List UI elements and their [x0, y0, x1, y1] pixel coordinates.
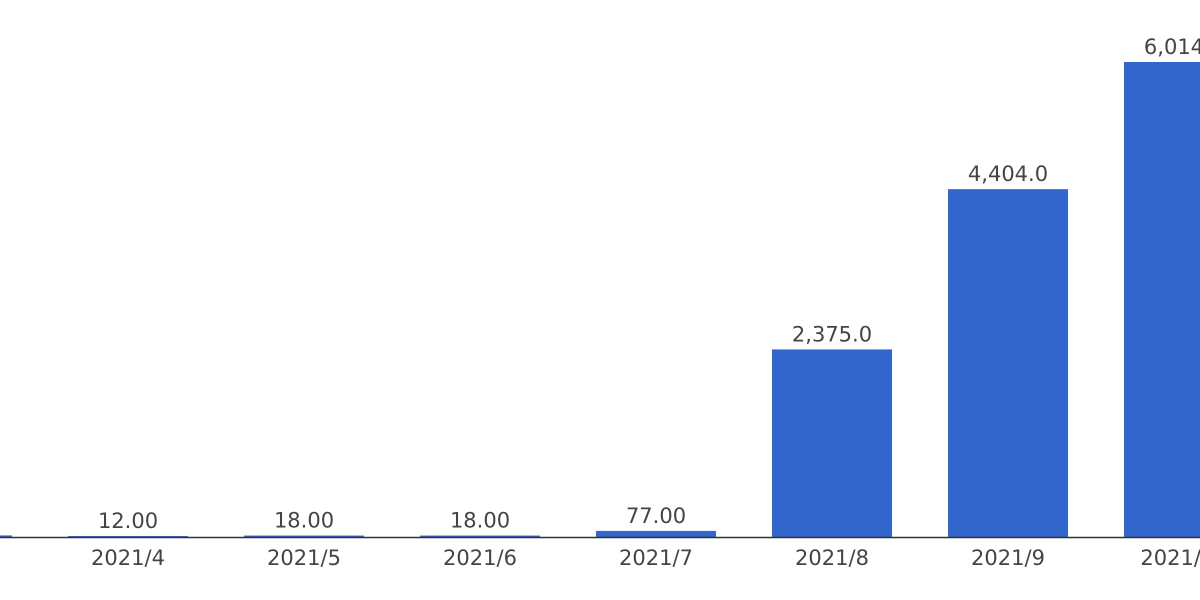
- value-label: 18.00: [450, 509, 510, 533]
- bar: [0, 535, 12, 537]
- bar: [244, 535, 364, 537]
- x-tick-label: 2021/5: [267, 546, 341, 570]
- bar: [68, 536, 188, 537]
- bar: [1124, 62, 1200, 537]
- bar: [596, 530, 716, 537]
- x-tick-label: 2021/8: [795, 546, 869, 570]
- bar: [772, 349, 892, 537]
- value-label: 18.00: [274, 509, 334, 533]
- x-tick-label: 2021/6: [443, 546, 517, 570]
- x-tick-label: 2021/4: [91, 546, 165, 570]
- value-label: 4,404.0: [968, 162, 1048, 186]
- x-tick-label: 2021/7: [619, 546, 693, 570]
- value-label: 2,375.0: [792, 322, 872, 346]
- value-label: 77.00: [626, 504, 686, 528]
- value-label: 6,014.0: [1144, 35, 1200, 59]
- x-tick-label: 2021/10: [1140, 546, 1200, 570]
- x-tick-label: 2021/9: [971, 546, 1045, 570]
- value-label: 12.00: [98, 509, 158, 533]
- bar: [948, 189, 1068, 537]
- bar: [420, 535, 540, 537]
